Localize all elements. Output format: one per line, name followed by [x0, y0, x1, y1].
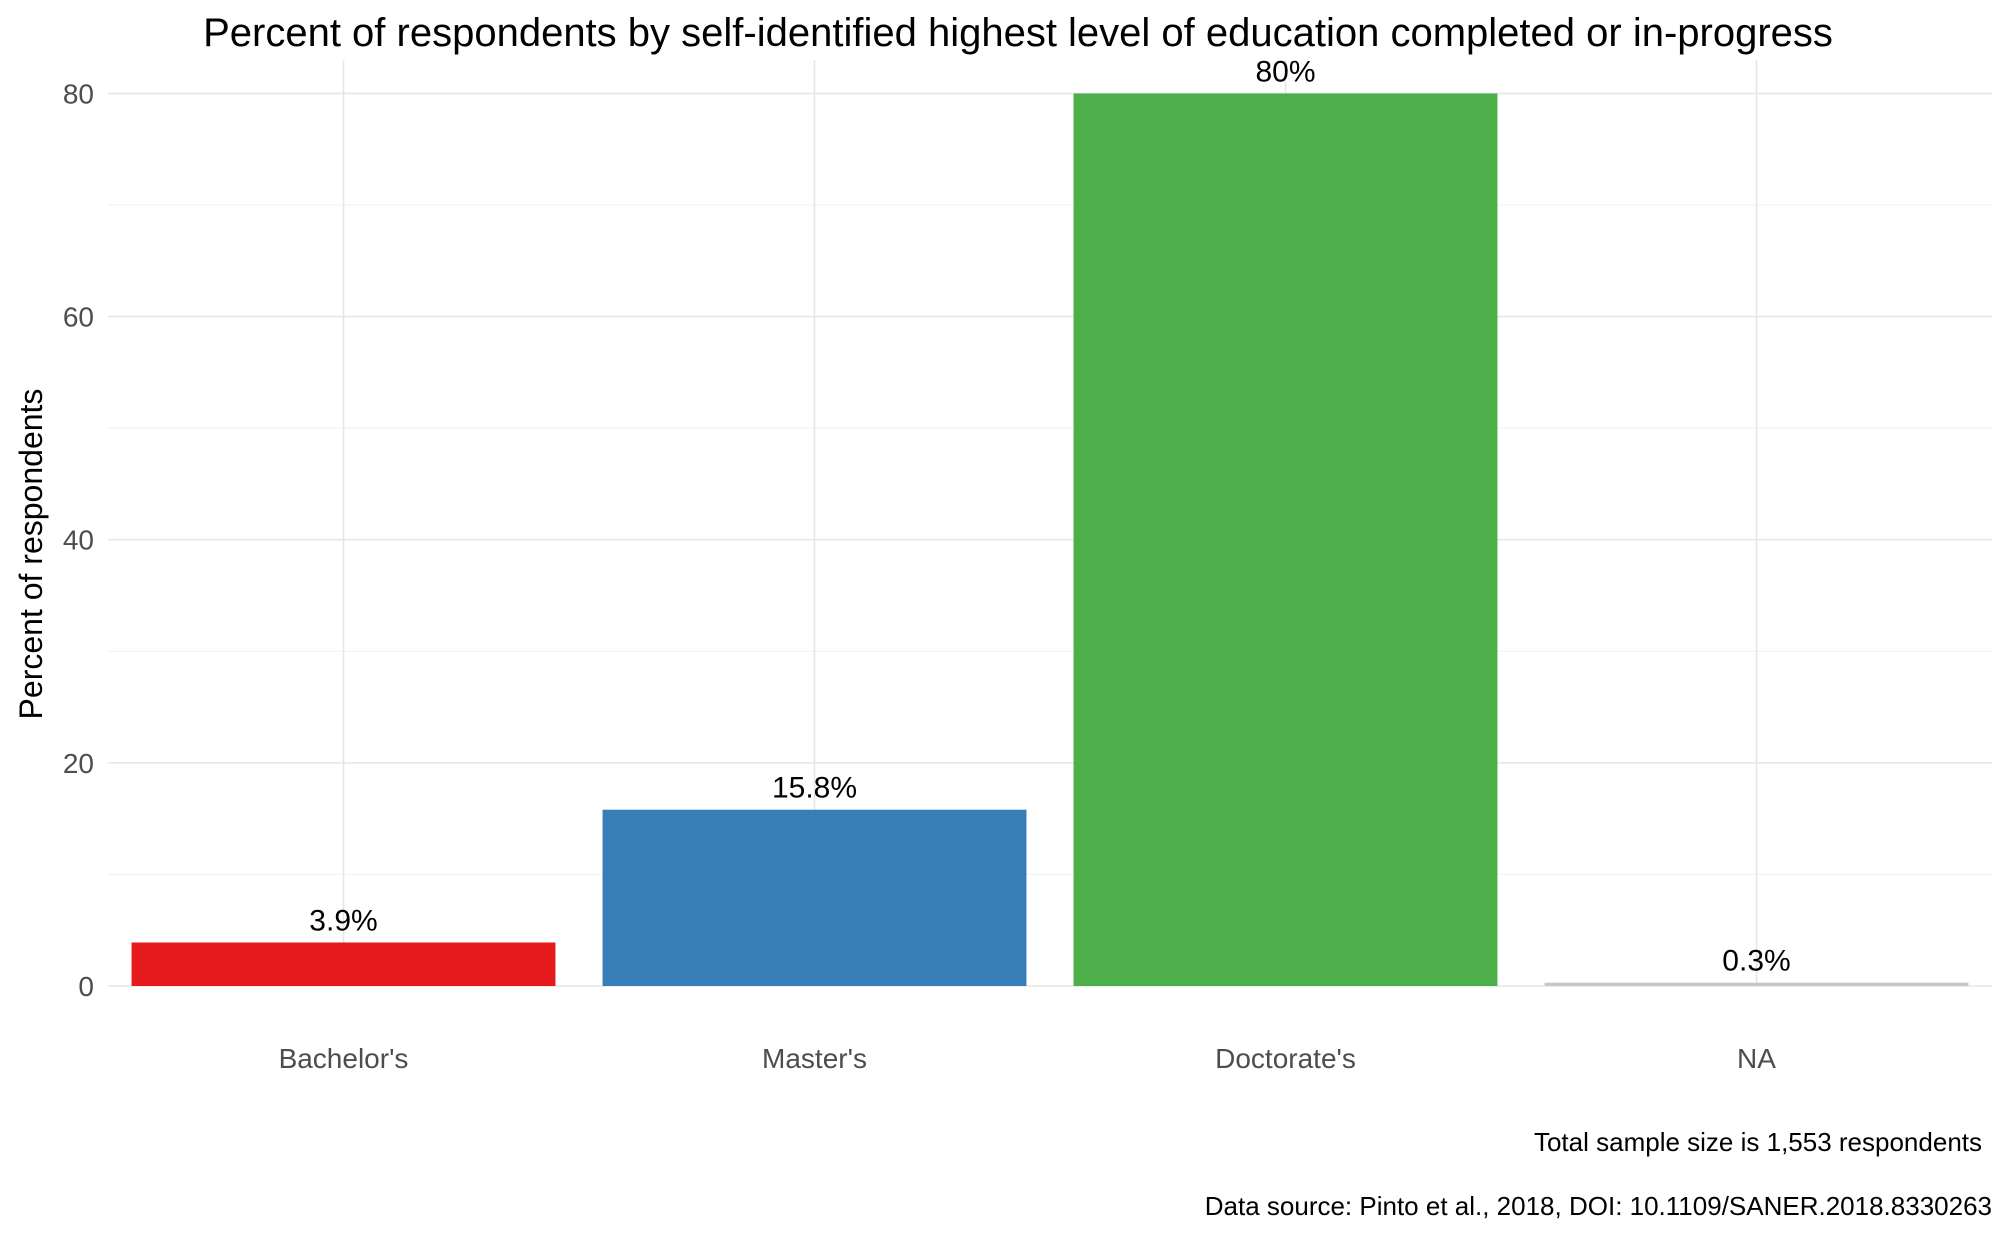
bar [1073, 93, 1498, 987]
bar [131, 942, 556, 986]
chart-title: Percent of respondents by self-identifie… [203, 11, 1833, 55]
data-label: 80% [1255, 55, 1315, 88]
data-label: 3.9% [309, 904, 377, 937]
data-labels: 3.9% 15.8% 80% 0.3% [309, 55, 1790, 977]
y-tick-label: 20 [63, 748, 94, 779]
y-tick-label: 0 [78, 971, 94, 1002]
gridlines [108, 60, 1992, 987]
x-tick-label: NA [1737, 1043, 1776, 1074]
y-tick-label: 60 [63, 302, 94, 333]
bar [1544, 982, 1969, 986]
data-label: 15.8% [772, 772, 857, 805]
data-source-caption: Data source: Pinto et al., 2018, DOI: 10… [1205, 1191, 1992, 1221]
axis-ticks: 0 20 40 60 80 Bachelor's Master's Doctorate's NA [63, 78, 1776, 1074]
y-tick-label: 40 [63, 525, 94, 556]
x-tick-label: Bachelor's [279, 1043, 409, 1074]
y-axis-label: Percent of respondents [13, 389, 49, 720]
data-label: 0.3% [1722, 945, 1790, 978]
bars [131, 93, 1969, 987]
bar [602, 809, 1027, 986]
x-tick-label: Master's [762, 1043, 867, 1074]
x-tick-label: Doctorate's [1215, 1043, 1356, 1074]
y-tick-label: 80 [63, 78, 94, 109]
sample-size-caption: Total sample size is 1,553 respondents [1534, 1127, 1982, 1157]
